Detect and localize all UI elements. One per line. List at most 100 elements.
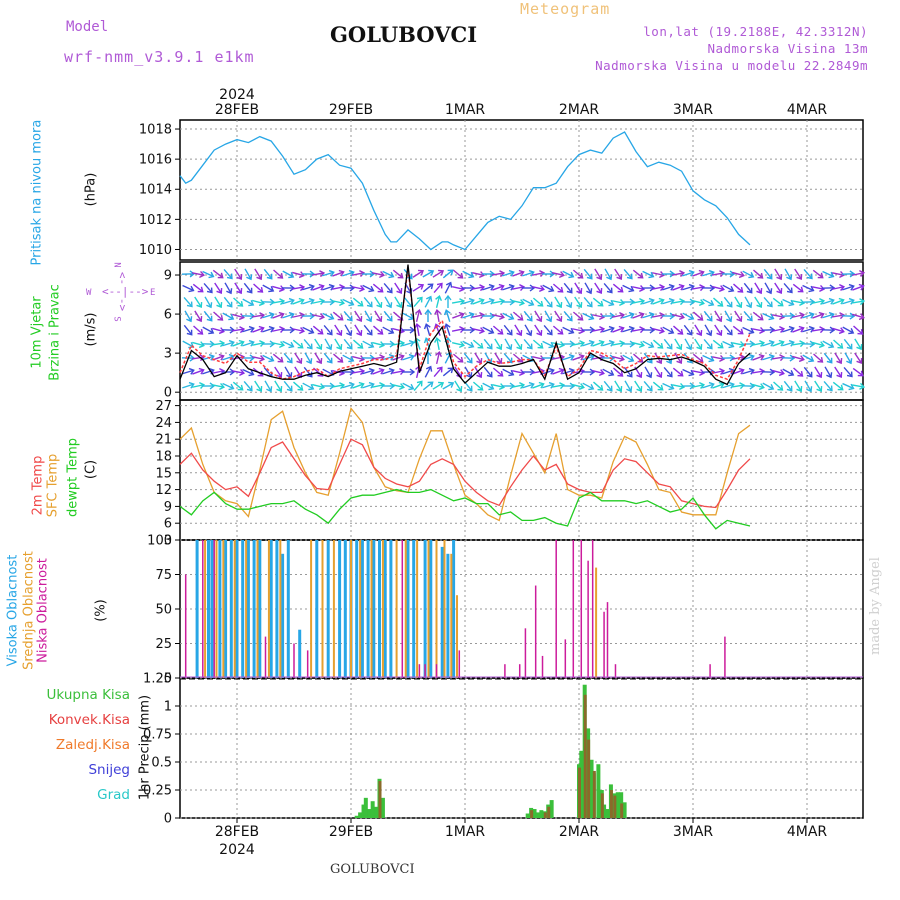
wind-arrow-shaft <box>563 282 573 294</box>
wind-arrow-head <box>686 344 693 351</box>
wind-arrow-head <box>358 355 365 363</box>
wind-arrow <box>671 298 686 306</box>
wind-arrow-head <box>577 272 584 279</box>
wind-arrow <box>392 269 404 279</box>
wind-arrow-shaft <box>413 380 423 392</box>
wind-arrow-shaft <box>583 296 593 308</box>
wind-arrow-head <box>459 326 466 334</box>
wind-arrow-head <box>658 297 665 305</box>
wind-arrow-shaft <box>393 311 403 321</box>
wind-arrow <box>632 311 645 319</box>
wind-arrow-shaft <box>564 296 572 308</box>
wind-arrow-shaft <box>622 284 634 292</box>
wind-arrow-head <box>538 285 545 293</box>
wind-arrow-shaft <box>543 296 553 308</box>
wind-arrow <box>503 324 513 336</box>
wind-arrow-head <box>726 329 733 336</box>
cloud-bar-mid <box>215 540 218 678</box>
ytick-label-precipitation: 0.5 <box>151 756 172 771</box>
wind-arrow-head <box>279 341 286 348</box>
wind-arrow-head <box>808 325 815 333</box>
wind-arrow-shaft <box>583 268 593 280</box>
wind-arrow-shaft <box>191 272 205 276</box>
wind-arrow <box>803 269 813 280</box>
wind-arrow <box>731 382 746 390</box>
wind-arrow-head <box>739 340 746 348</box>
wind-arrow-head <box>239 368 246 376</box>
wind-arrow-head <box>425 365 433 372</box>
wind-arrow-head <box>199 382 206 389</box>
wind-arrow-head <box>849 270 856 278</box>
wind-arrow <box>751 326 766 334</box>
wind-arrow <box>201 382 216 390</box>
wind-arrow-head <box>799 340 806 348</box>
wind-arrow-head <box>719 270 726 278</box>
wind-arrow-head <box>276 386 283 393</box>
wind-arrow-shaft <box>714 310 722 322</box>
precip-total-bar <box>539 810 544 818</box>
wind-arrow-head <box>258 299 265 307</box>
wind-arrow-head <box>819 298 826 305</box>
wind-arrow <box>833 339 844 349</box>
wind-arrow <box>572 269 584 279</box>
wind-arrow-head <box>478 271 485 279</box>
wind-arrow-shaft <box>723 296 733 308</box>
wind-arrow-shaft <box>604 268 612 280</box>
wind-arrow-shaft <box>312 285 324 291</box>
wind-arrow-head <box>559 341 566 348</box>
wind-arrow <box>614 268 623 281</box>
wind-arrow-head <box>626 371 633 378</box>
wind-arrow-head <box>248 369 255 377</box>
wind-arrow <box>451 285 465 293</box>
wind-arrow <box>611 299 626 306</box>
wind-arrow-shaft <box>572 355 584 361</box>
wind-arrow-shaft <box>502 368 514 376</box>
wind-arrow-head <box>576 288 583 295</box>
wind-arrow-shaft <box>754 296 762 308</box>
wind-arrow-shaft <box>422 283 434 293</box>
wind-arrow <box>511 369 525 377</box>
wind-arrow-head <box>748 271 755 279</box>
wind-arrow <box>702 298 715 307</box>
dewpoint-line <box>179 488 751 530</box>
wind-arrow <box>492 325 504 335</box>
wind-arrow-head <box>586 273 593 280</box>
wind-arrow-shaft <box>412 284 424 292</box>
wind-arrow <box>624 380 633 393</box>
wind-arrow <box>761 368 776 376</box>
wind-arrow <box>813 353 824 363</box>
precip-conv-bar <box>592 770 596 818</box>
wind-arrow-head <box>257 370 264 377</box>
wind-arrow <box>531 285 545 293</box>
wind-arrow-shaft <box>542 369 554 375</box>
wind-arrow-head <box>608 369 615 377</box>
wind-arrow-head <box>826 357 833 364</box>
wind-arrow <box>642 297 655 305</box>
precip-total-bar <box>532 809 537 818</box>
wind-arrow-shaft <box>374 310 382 322</box>
wind-arrow-shaft <box>614 268 622 280</box>
wind-arrow-shaft <box>224 282 232 294</box>
cloud-bar-mid <box>359 540 362 678</box>
wind-arrow-shaft <box>772 369 784 375</box>
wind-arrow <box>612 283 624 293</box>
wind-arrow-shaft <box>822 340 834 348</box>
wind-arrow-head <box>618 325 625 333</box>
wind-arrow-shaft <box>833 339 843 349</box>
wind-arrow-shaft <box>682 312 694 320</box>
cloud-bar-high <box>406 540 410 678</box>
wind-arrow <box>321 298 336 306</box>
wind-arrow-head <box>288 272 295 279</box>
wind-arrow <box>564 296 573 309</box>
wind-arrow-shaft <box>451 328 465 332</box>
precip-conv-bar <box>613 795 617 818</box>
wind-arrow <box>284 366 293 379</box>
wind-arrow-shaft <box>362 340 374 348</box>
wind-arrow <box>742 367 755 375</box>
wind-arrow-head <box>626 386 633 393</box>
wind-arrow-shaft <box>283 352 293 364</box>
wind-arrow <box>261 340 276 348</box>
wind-arrow <box>712 285 725 293</box>
wind-arrow-head <box>638 341 645 349</box>
wind-arrow-head <box>208 353 215 361</box>
